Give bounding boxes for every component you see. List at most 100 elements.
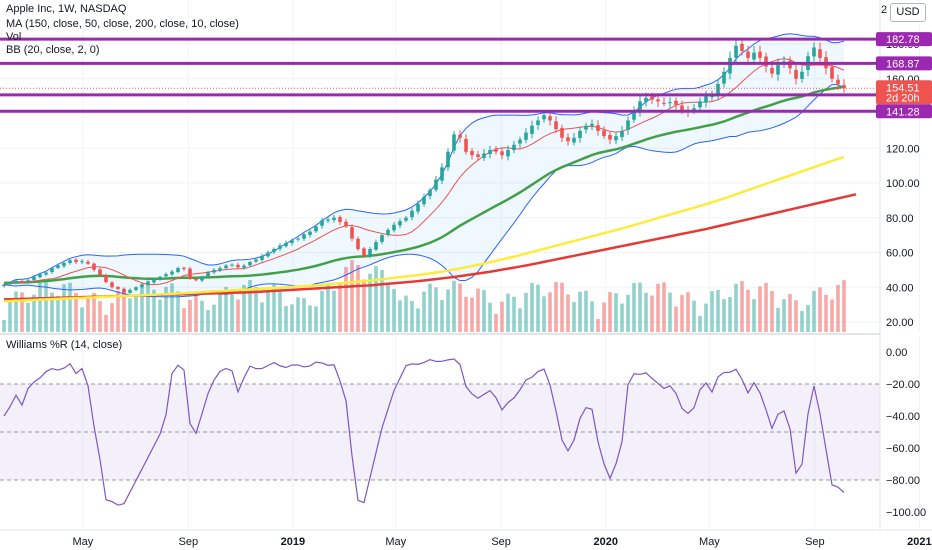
candle-body: [296, 238, 300, 240]
candle-body: [818, 49, 822, 58]
candle-body: [272, 249, 276, 252]
candle-body: [608, 134, 612, 140]
volume-bar: [86, 295, 90, 332]
volume-bar: [728, 297, 732, 332]
legend-bb[interactable]: BB (20, close, 2, 0): [6, 44, 100, 56]
volume-bar: [290, 304, 294, 332]
candle-body: [164, 274, 168, 277]
time-scale[interactable]: MaySep2019MaySep2020MaySep2021MaySep2022…: [72, 536, 932, 548]
volume-bar: [830, 299, 834, 332]
candle-body: [722, 71, 726, 84]
volume-bar: [818, 287, 822, 332]
volume-bar: [320, 290, 324, 332]
volume-bar: [380, 269, 384, 332]
time-tick-label: 2019: [281, 536, 305, 548]
volume-bar: [734, 283, 738, 332]
candle-body: [494, 148, 498, 152]
candle-body: [476, 154, 480, 157]
volume-bar: [704, 303, 708, 332]
volume-bar: [248, 280, 252, 332]
volume-bar: [506, 293, 510, 332]
volume-bar: [596, 318, 600, 332]
legend-vol[interactable]: Vol: [6, 31, 22, 43]
candle-body: [350, 227, 354, 239]
volume-bar: [614, 293, 618, 332]
volume-bar: [254, 287, 258, 332]
candle-body: [104, 275, 108, 283]
volume-bar: [482, 290, 486, 332]
candle-body: [248, 262, 252, 266]
legend-williams[interactable]: Williams %R (14, close): [6, 339, 123, 351]
currency-button[interactable]: USD: [890, 3, 926, 22]
candle-body: [458, 134, 462, 138]
candle-body: [440, 167, 444, 181]
horizontal-level-value: 168.87: [886, 58, 920, 70]
volume-bar: [662, 282, 666, 332]
volume-bar: [686, 292, 690, 332]
volume-bar: [476, 288, 480, 332]
volume-bar: [554, 281, 558, 332]
scale-corner-label: 2: [881, 4, 888, 16]
volume-bar: [524, 293, 528, 332]
candle-body: [356, 238, 360, 250]
volume-bar: [578, 291, 582, 332]
candle-body: [50, 268, 54, 273]
candle-body: [8, 282, 12, 285]
candle-body: [530, 125, 534, 134]
volume-bar: [632, 283, 636, 332]
williams-band: [0, 384, 880, 480]
volume-bar: [536, 284, 540, 332]
volume-bar: [776, 307, 780, 332]
volume-bar: [92, 292, 96, 332]
williams-tick-label: 0.00: [886, 347, 907, 359]
candle-body: [842, 85, 846, 89]
candle-body: [572, 137, 576, 143]
williams-tick-label: −20.00: [886, 379, 920, 391]
candle-body: [800, 71, 804, 79]
volume-bar: [98, 301, 102, 332]
candle-body: [188, 268, 192, 279]
volume-bar: [146, 280, 150, 332]
volume-bar: [176, 291, 180, 332]
volume-bar: [68, 282, 72, 332]
candle-body: [314, 226, 318, 232]
candle-body: [230, 264, 234, 266]
volume-bar: [344, 266, 348, 332]
volume-bar: [308, 305, 312, 332]
candle-body: [68, 260, 72, 264]
horizontal-levels[interactable]: [0, 37, 880, 113]
williams-scale[interactable]: 0.00 −20.00 −40.00 −60.00 −80.00 −100.00: [886, 347, 926, 519]
moving-averages: [3, 58, 857, 303]
candle-body: [98, 269, 102, 276]
time-tick-label: Sep: [805, 536, 825, 548]
candle-body: [206, 272, 210, 277]
volume-bar: [134, 296, 138, 332]
price-tick-label: 80.00: [886, 213, 914, 225]
legend-ma[interactable]: MA (150, close, 50, close, 200, close, 1…: [6, 18, 239, 30]
volume-bar: [314, 306, 318, 332]
legend-symbol[interactable]: Apple Inc, 1W, NASDAQ: [6, 3, 127, 15]
volume-bar: [74, 292, 78, 332]
last-price-tag: [876, 80, 932, 105]
volume-bar: [212, 304, 216, 332]
candle-body: [512, 144, 516, 151]
candle-body: [44, 272, 48, 275]
volume-bar: [350, 260, 354, 332]
candle-body: [836, 79, 840, 84]
time-tick-label: Sep: [178, 536, 198, 548]
last-price-value: 154.51: [886, 82, 920, 94]
candle-body: [200, 276, 204, 281]
candle-body: [740, 43, 744, 51]
candle-body: [602, 130, 606, 137]
time-tick-label: Sep: [491, 536, 511, 548]
candle-body: [578, 130, 582, 139]
volume-bar: [266, 290, 270, 332]
volume-bar: [152, 289, 156, 332]
volume-bar: [230, 294, 234, 332]
candle-body: [452, 134, 456, 151]
volume-bar: [302, 298, 306, 332]
volume-bar: [806, 305, 810, 332]
time-tick-label: 2020: [593, 536, 617, 548]
candle-body: [176, 268, 180, 273]
